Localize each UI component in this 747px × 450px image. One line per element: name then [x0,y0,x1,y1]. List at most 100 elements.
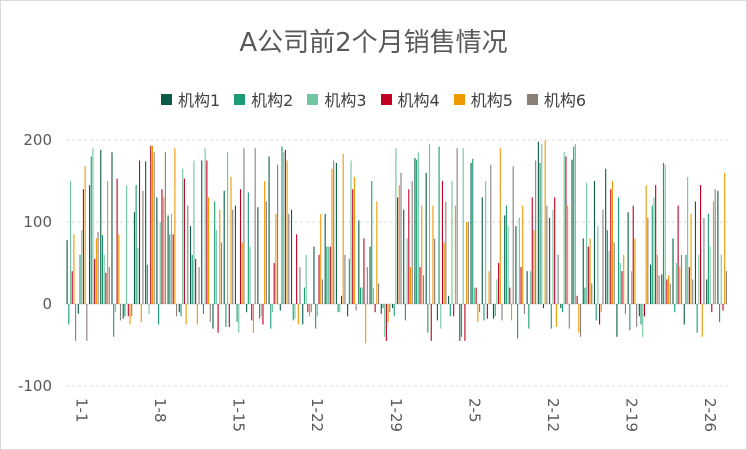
bar[interactable] [544,140,546,304]
bar[interactable] [94,258,96,304]
bar[interactable] [151,145,153,304]
bar[interactable] [79,254,81,304]
bar[interactable] [204,148,206,304]
bar[interactable] [208,197,210,304]
bar[interactable] [286,160,288,305]
bar[interactable] [116,178,118,304]
bar[interactable] [122,304,124,319]
bar[interactable] [107,181,109,304]
bar[interactable] [470,162,472,304]
bar[interactable] [358,220,360,304]
bar[interactable] [464,304,466,341]
bar[interactable] [605,168,607,304]
bar[interactable] [417,152,419,304]
bar[interactable] [451,181,453,304]
bar[interactable] [243,148,245,304]
bar[interactable] [658,275,660,304]
bar[interactable] [546,205,548,304]
bar[interactable] [505,205,507,304]
bar[interactable] [537,141,539,304]
bar[interactable] [145,161,147,304]
bar[interactable] [404,304,406,321]
bar[interactable] [140,304,142,323]
bar[interactable] [462,148,464,304]
bar[interactable] [268,156,270,304]
bar[interactable] [454,205,456,304]
bar[interactable] [655,185,657,304]
bar[interactable] [706,279,708,304]
bar[interactable] [574,144,576,304]
bar[interactable] [342,153,344,304]
bar[interactable] [632,205,634,304]
bar[interactable] [523,304,525,314]
bar[interactable] [290,209,293,304]
bar[interactable] [201,160,203,305]
bar[interactable] [395,148,397,304]
bar[interactable] [560,304,562,309]
bar[interactable] [477,304,479,323]
bar[interactable] [647,217,649,304]
bar[interactable] [97,231,99,304]
bar[interactable] [393,304,395,317]
bar[interactable] [193,160,195,305]
bar[interactable] [220,242,223,305]
bar[interactable] [707,213,709,304]
bar[interactable] [619,263,621,304]
bar[interactable] [627,212,629,304]
bar[interactable] [389,304,391,313]
bar[interactable] [434,238,436,304]
bar[interactable] [400,172,402,304]
bar[interactable] [397,197,399,304]
bar[interactable] [127,304,129,317]
bar[interactable] [249,246,251,304]
bar[interactable] [66,240,68,304]
bar[interactable] [328,246,330,304]
bar[interactable] [114,304,116,313]
bar[interactable] [252,304,254,333]
bar[interactable] [89,185,91,304]
bar[interactable] [621,271,623,304]
bar[interactable] [443,242,445,305]
bar[interactable] [589,238,591,304]
bar[interactable] [68,304,70,325]
bar[interactable] [202,304,205,314]
bar[interactable] [281,146,283,304]
bar[interactable] [602,209,604,304]
bar[interactable] [169,234,171,304]
bar[interactable] [296,234,298,304]
bar[interactable] [661,274,663,304]
bar[interactable] [71,271,73,304]
bar[interactable] [129,304,131,325]
bar[interactable] [460,304,463,337]
bar[interactable] [230,176,232,304]
bar[interactable] [178,304,180,313]
bar[interactable] [167,215,169,304]
bar[interactable] [185,304,187,325]
bar[interactable] [683,304,685,325]
bar[interactable] [329,246,331,304]
bar[interactable] [677,205,679,304]
bar[interactable] [711,304,713,313]
bar[interactable] [384,304,386,337]
bar[interactable] [77,304,79,314]
bar[interactable] [215,230,217,304]
bar[interactable] [473,287,475,304]
bar[interactable] [685,254,687,304]
bar[interactable] [724,172,726,304]
bar[interactable] [288,213,290,304]
bar[interactable] [441,181,444,304]
bar[interactable] [387,304,389,323]
bar[interactable] [449,304,451,317]
bar[interactable] [467,222,469,304]
bar[interactable] [688,267,690,304]
bar[interactable] [241,242,243,305]
bar[interactable] [174,148,176,304]
bar[interactable] [512,166,514,304]
bar[interactable] [653,197,655,304]
bar[interactable] [182,168,184,304]
legend-item-5[interactable]: 机构5 [453,87,513,111]
bar[interactable] [700,185,702,304]
legend-item-6[interactable]: 机构6 [526,87,586,111]
bar[interactable] [270,304,272,329]
bar[interactable] [398,185,400,304]
